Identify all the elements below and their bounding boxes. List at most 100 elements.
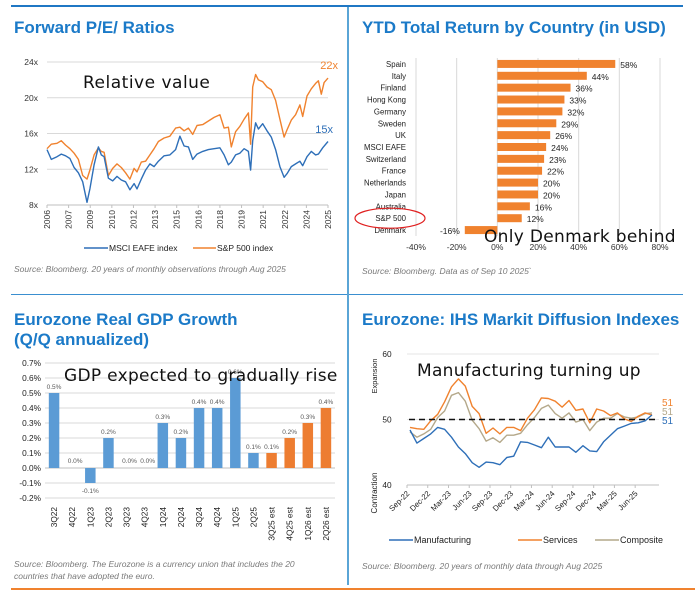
ytd-bar	[497, 119, 557, 128]
gdp-bar	[48, 393, 60, 468]
gdp-value-label: 0.3%	[155, 414, 170, 421]
ytd-value-label: 29%	[561, 119, 578, 129]
bottom-divider	[11, 588, 695, 590]
ytd-value-label: 44%	[592, 72, 609, 82]
gdp-value-label: 0.4%	[319, 399, 334, 406]
ytd-xtick-label: 80%	[651, 242, 668, 252]
pmi-panel: Eurozone: IHS Markit Diffusion Indexes 4…	[349, 295, 695, 588]
gdp-xtick-label: 4Q22	[67, 507, 77, 528]
pe-eafe-end-label: 15x	[315, 124, 333, 136]
pe-xtick-label: 2025	[323, 210, 333, 229]
gdp-ytick-label: 0.0%	[22, 463, 42, 473]
gdp-bar	[248, 453, 259, 468]
gdp-source-line2: countries that have adopted the euro.	[14, 571, 155, 581]
pmi-services-end-label: 51	[662, 398, 674, 409]
ytd-category-label: Germany	[374, 107, 406, 116]
gdp-bar	[230, 378, 241, 468]
ytd-value-label: 36%	[576, 84, 593, 94]
gdp-xtick-label: 4Q25 est	[285, 506, 295, 540]
pmi-legend-composite-label: Composite	[620, 535, 663, 545]
gdp-bar	[175, 438, 187, 468]
pmi-manufacturing-end-label: 51	[662, 416, 674, 427]
pmi-xtick-label: Mar-23	[429, 489, 453, 513]
vertical-divider	[347, 7, 349, 585]
gdp-bar	[211, 408, 223, 468]
gdp-xtick-label: 1Q26 est	[303, 506, 313, 540]
ytd-bar	[497, 214, 522, 223]
pmi-ylabel-expansion: Expansion	[370, 358, 379, 393]
pe-xtick-label: 2015	[172, 210, 182, 229]
ytd-category-label: Switzerland	[366, 155, 406, 164]
gdp-value-label: 0.2%	[282, 429, 297, 436]
pe-ytick-label: 8x	[29, 200, 39, 210]
gdp-xtick-label: 1Q25	[230, 507, 240, 528]
pe-ytick-label: 24x	[24, 57, 38, 67]
pe-xtick-label: 2009	[85, 210, 95, 229]
ytd-value-label: 26%	[555, 131, 572, 141]
pe-title: Forward P/E/ Ratios	[14, 18, 175, 37]
pmi-xtick-label: Jun-25	[616, 489, 640, 513]
ytd-chart: -40% -20% 0% 20% 40% 60% 80% Spain 58% Italy 44% Fi…	[354, 58, 676, 252]
pe-ytick-label: 16x	[24, 129, 38, 139]
gdp-bar	[193, 408, 205, 468]
gdp-value-label: 0.6%	[228, 369, 243, 376]
pmi-composite-line	[409, 391, 653, 444]
gdp-title-line1: Eurozone Real GDP Growth	[14, 310, 238, 329]
gdp-value-label: 0.4%	[192, 399, 207, 406]
ytd-bar	[497, 202, 530, 211]
pe-xtick-label: 2006	[42, 210, 52, 229]
pmi-xtick-label: Jun-23	[450, 489, 473, 512]
ytd-sp500-highlight-circle	[354, 207, 426, 229]
pmi-xtick-label: Mar-24	[512, 489, 536, 513]
gdp-bar	[157, 423, 169, 468]
ytd-category-label: Sweden	[378, 119, 406, 128]
gdp-xtick-label: 3Q24	[194, 507, 204, 528]
ytd-value-label: 22%	[547, 167, 564, 177]
ytd-title: YTD Total Return by Country (in USD)	[362, 18, 666, 37]
ytd-category-label: UK	[395, 131, 407, 140]
pe-legend-sp500-label: S&P 500 index	[217, 243, 274, 253]
ytd-bar	[497, 190, 538, 199]
pe-chart: 8x 12x 16x 20x 24x 2006 2007 2009 2010 2012 2013 20…	[24, 57, 338, 253]
gdp-xtick-label: 3Q25 est	[267, 506, 277, 540]
pmi-xtick-label: Dec-23	[491, 489, 515, 513]
ytd-category-label: Denmark	[374, 226, 406, 235]
gdp-xtick-label: 4Q23	[140, 507, 150, 528]
pmi-services-line	[409, 378, 653, 435]
gdp-value-label: 0.2%	[174, 429, 189, 436]
gdp-value-label: 0.0%	[140, 458, 155, 465]
gdp-value-label: -0.1%	[82, 488, 99, 495]
gdp-ytick-label: 0.3%	[22, 418, 42, 428]
gdp-value-label: 0.1%	[264, 444, 279, 451]
ytd-xtick-label: -40%	[406, 242, 426, 252]
pe-annotation: Relative value	[83, 73, 210, 93]
pe-xtick-label: 2022	[280, 210, 290, 229]
ytd-category-label: S&P 500	[375, 214, 406, 223]
ytd-category-label: Finland	[380, 84, 406, 93]
ytd-bar	[464, 226, 498, 235]
pmi-ytick-label: 60	[382, 349, 392, 359]
gdp-title-line2: (Q/Q annualized)	[14, 330, 150, 349]
ytd-bar	[497, 107, 563, 116]
ytd-bar	[497, 154, 545, 163]
gdp-value-label: 0.4%	[210, 399, 225, 406]
pmi-xtick-label: Sep-24	[553, 489, 578, 514]
pmi-title: Eurozone: IHS Markit Diffusion Indexes	[362, 310, 680, 329]
pe-eafe-line	[46, 122, 329, 204]
ytd-value-label: -16%	[440, 226, 460, 236]
ytd-source: Source: Bloomberg. Data as of Sep 10 202…	[362, 266, 532, 276]
ytd-value-label: 20%	[543, 190, 560, 200]
gdp-ytick-label: 0.5%	[22, 388, 42, 398]
ytd-value-label: 33%	[569, 96, 586, 106]
gdp-bar	[284, 438, 295, 468]
gdp-value-label: 0.3%	[300, 414, 315, 421]
ytd-xtick-label: 0%	[491, 242, 504, 252]
ytd-xtick-label: 40%	[570, 242, 587, 252]
pmi-xtick-label: Dec-22	[408, 489, 432, 513]
pe-xtick-label: 2016	[193, 210, 203, 229]
ytd-bar	[497, 71, 587, 80]
ytd-annotation: Only Denmark behind	[484, 227, 676, 247]
pe-xtick-label: 2021	[258, 210, 268, 229]
gdp-value-label: 0.1%	[246, 444, 261, 451]
pe-sp500-line	[46, 73, 329, 180]
